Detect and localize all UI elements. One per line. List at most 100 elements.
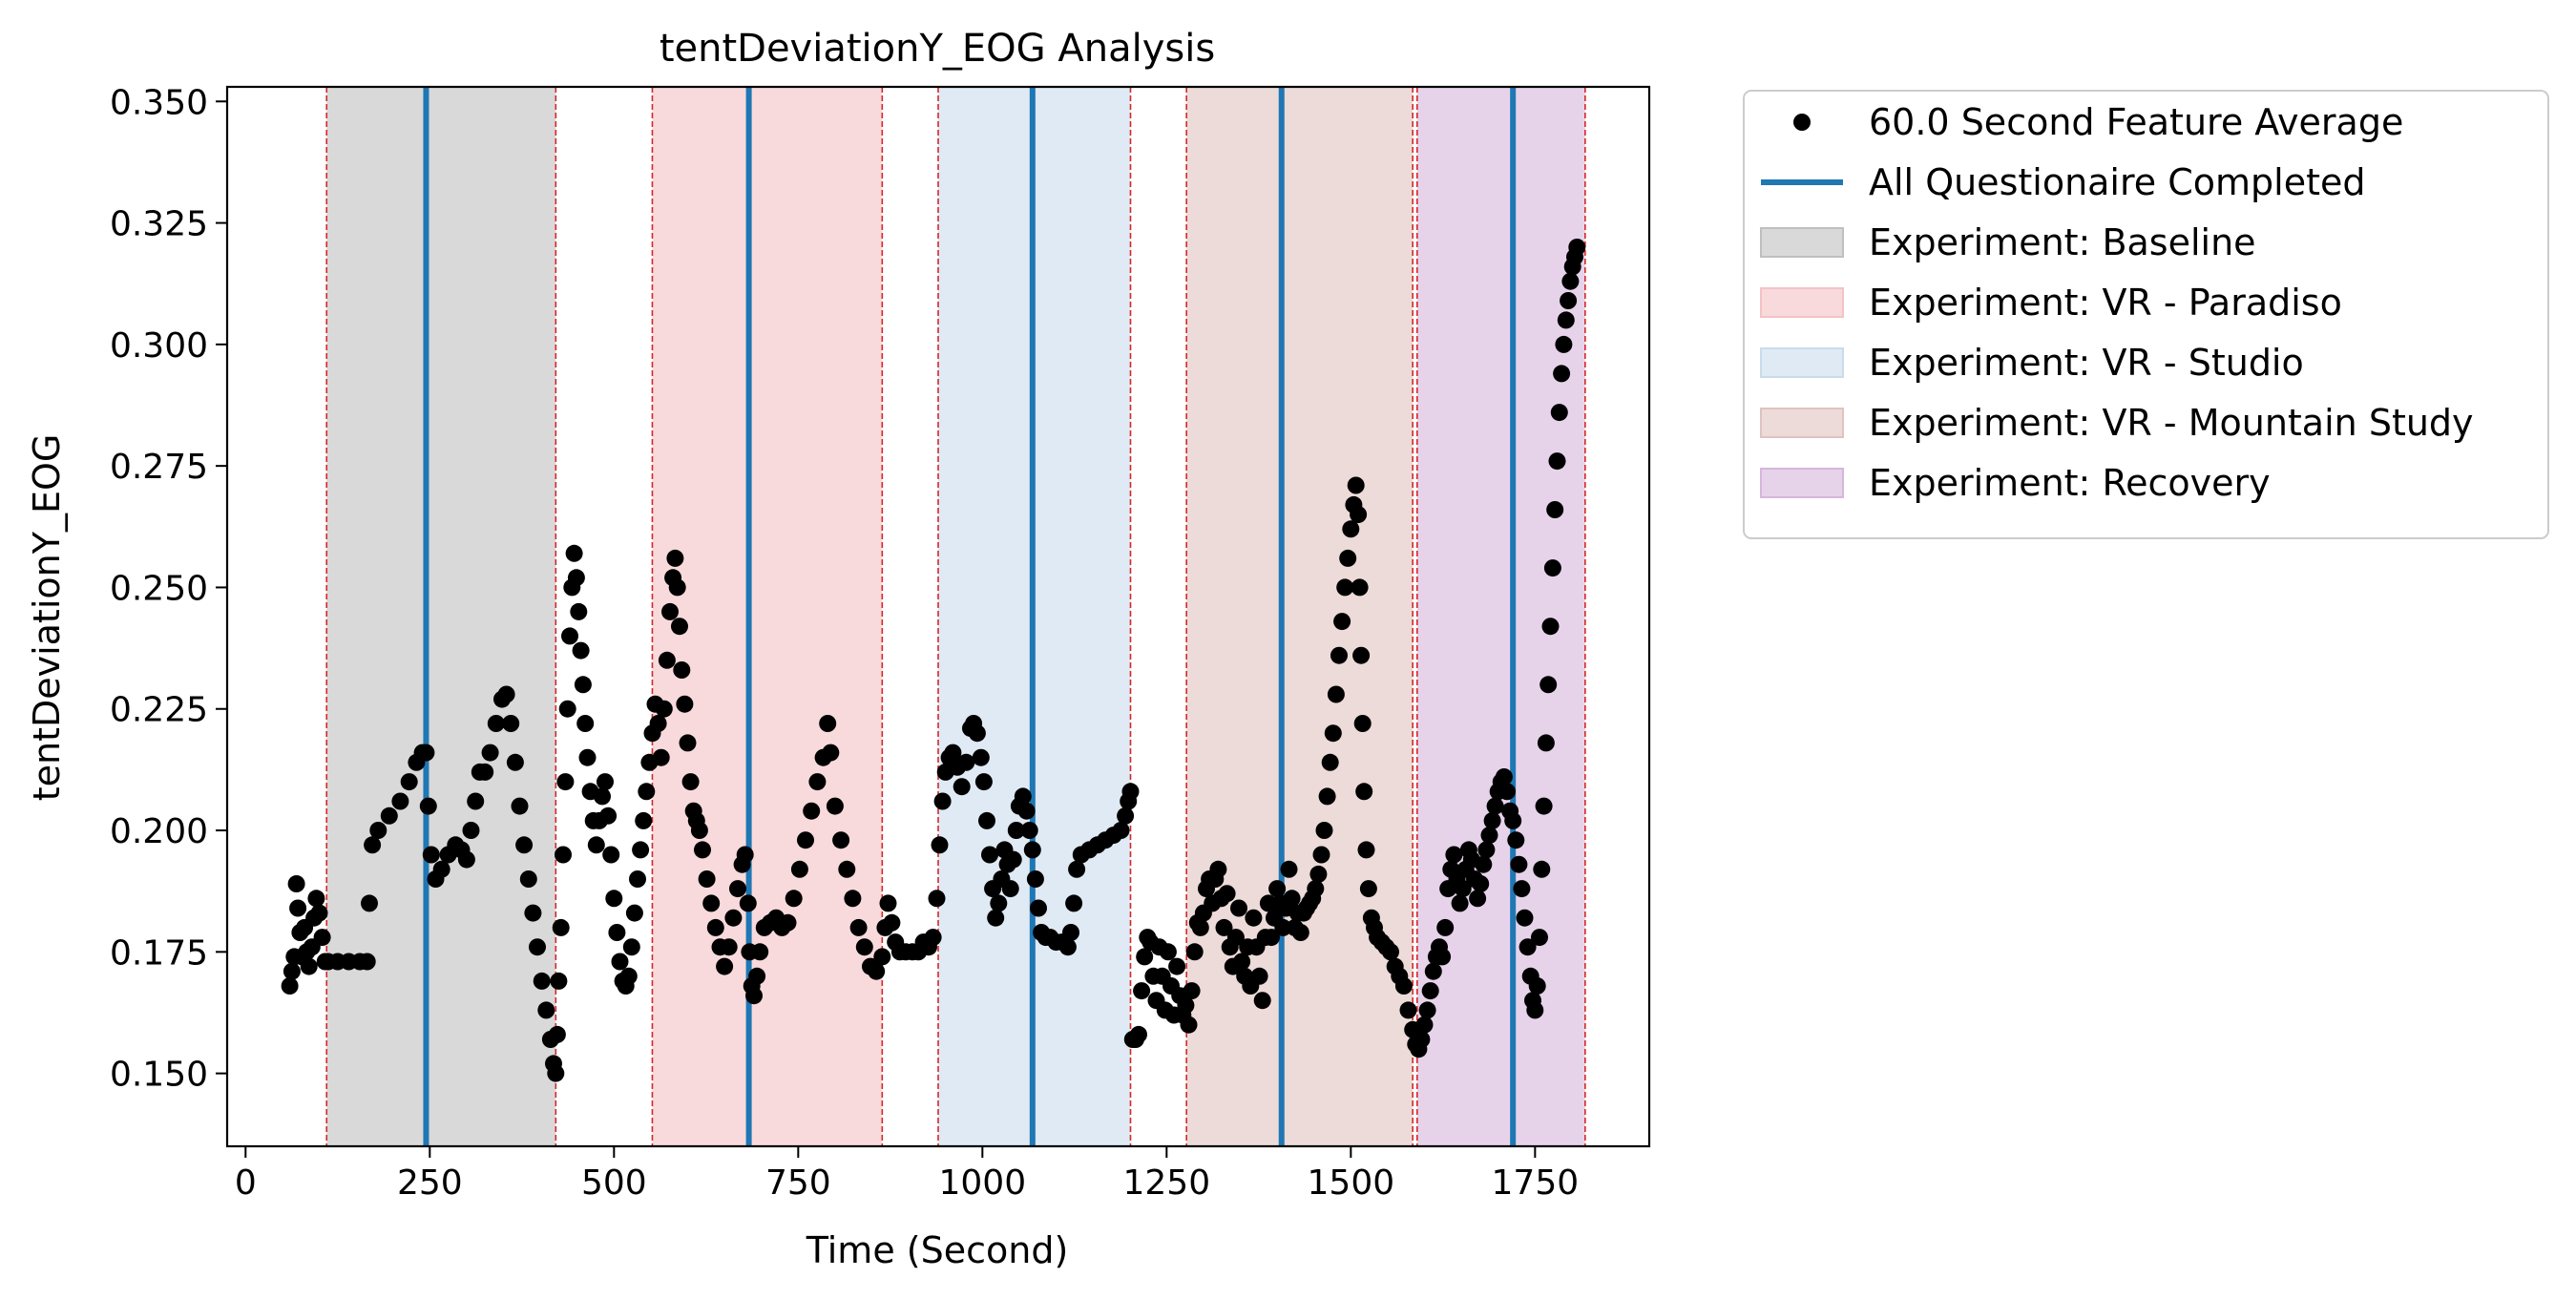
data-point (972, 748, 990, 766)
data-point (1541, 618, 1560, 636)
data-point (574, 676, 592, 694)
data-point (1546, 501, 1564, 518)
region-band (326, 87, 556, 1146)
legend-swatch (1760, 408, 1844, 438)
data-point (1112, 822, 1130, 839)
y-tick-label: 0.275 (110, 448, 208, 487)
data-point (1218, 885, 1236, 903)
region-band (1416, 87, 1585, 1146)
data-point (1065, 894, 1083, 912)
data-point (1568, 239, 1586, 256)
data-point (1445, 846, 1463, 864)
data-point (1424, 962, 1442, 980)
region-band (652, 87, 883, 1146)
data-point (1352, 646, 1371, 664)
data-point (655, 700, 673, 718)
data-point (629, 870, 646, 888)
legend-label: Experiment: VR - Studio (1869, 342, 2304, 384)
data-point (1001, 880, 1019, 898)
data-point (931, 836, 949, 854)
data-point (1480, 827, 1498, 845)
data-point (481, 744, 499, 762)
data-point (676, 695, 694, 713)
data-point (879, 894, 897, 912)
data-point (1451, 894, 1469, 912)
data-point (1472, 875, 1490, 892)
data-point (1339, 549, 1357, 567)
data-point (1350, 506, 1368, 524)
data-point (649, 715, 667, 732)
data-point (608, 924, 626, 941)
region-boundary-lines (325, 87, 1586, 1146)
data-points (281, 239, 1586, 1082)
data-point (369, 822, 387, 839)
legend-label: All Questionaire Completed (1869, 161, 2366, 203)
data-point (1382, 943, 1399, 961)
data-point (565, 544, 583, 562)
x-tick-label: 750 (765, 1163, 831, 1203)
data-point (576, 715, 595, 732)
data-point (502, 715, 520, 732)
data-point (1518, 938, 1537, 956)
data-point (1555, 335, 1573, 353)
data-point (1504, 811, 1522, 829)
data-point (432, 860, 450, 878)
data-point (1058, 938, 1077, 956)
data-point (1215, 918, 1233, 936)
x-tick-label: 500 (581, 1163, 647, 1203)
data-point (953, 778, 971, 796)
data-point (552, 918, 570, 936)
data-point (1268, 880, 1287, 898)
data-point (720, 938, 738, 956)
data-point (605, 890, 623, 908)
data-point (1434, 948, 1452, 966)
data-point (1023, 841, 1041, 859)
data-point (462, 822, 480, 839)
data-point (457, 850, 475, 869)
data-point (1513, 880, 1531, 898)
data-point (1020, 822, 1038, 839)
data-point (1537, 734, 1555, 752)
data-point (1159, 943, 1177, 961)
data-point (300, 957, 318, 975)
data-point (790, 860, 808, 878)
legend: 60.0 Second Feature Average All Questiona… (1743, 90, 2549, 539)
data-point (736, 846, 754, 864)
data-point (487, 715, 505, 732)
data-point (1507, 831, 1525, 849)
data-point (1130, 1025, 1147, 1043)
data-point (1418, 1001, 1436, 1019)
data-point (849, 918, 868, 936)
y-tick-label: 0.250 (110, 569, 208, 608)
data-point (597, 773, 614, 791)
data-point (361, 894, 378, 912)
data-point (1321, 753, 1339, 771)
data-point (619, 967, 638, 985)
data-point (1307, 880, 1325, 898)
y-tick-label: 0.225 (110, 691, 208, 730)
data-point (281, 977, 299, 995)
data-point (289, 899, 307, 917)
data-point (873, 948, 891, 966)
legend-swatch (1760, 468, 1844, 498)
data-point (779, 913, 797, 932)
data-point (497, 685, 515, 703)
data-point (978, 811, 995, 829)
data-point (1133, 982, 1151, 1000)
data-point (1516, 909, 1534, 927)
x-tick-label: 0 (235, 1163, 257, 1203)
data-point (797, 831, 814, 849)
data-point (1539, 676, 1558, 694)
data-point (511, 797, 529, 815)
data-point (1280, 860, 1298, 878)
data-point (1177, 996, 1195, 1015)
data-point (599, 807, 618, 825)
data-point (417, 744, 435, 762)
data-point (567, 569, 585, 587)
data-point (1359, 880, 1377, 898)
data-point (1026, 870, 1044, 888)
data-point (587, 836, 605, 854)
data-point (729, 880, 746, 898)
data-point (524, 904, 542, 922)
data-point (1283, 890, 1301, 908)
